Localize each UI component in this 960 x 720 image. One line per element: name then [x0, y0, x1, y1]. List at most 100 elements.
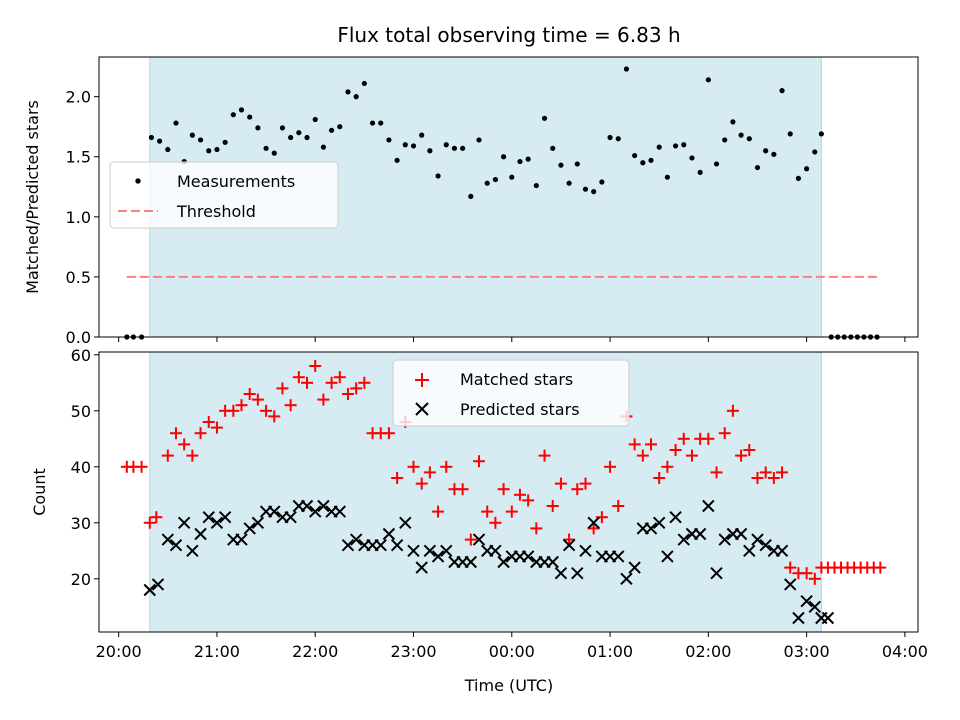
predicted-star-point: [300, 499, 314, 513]
measurement-point: [378, 120, 384, 126]
measurement-point: [361, 80, 367, 87]
x-tick-label: 20:00: [96, 642, 142, 661]
matched-star-point: [530, 522, 543, 535]
matched-star-point: [874, 561, 887, 574]
bottom-legend: Matched stars Predicted stars: [392, 359, 630, 427]
predicted-star-point: [210, 516, 224, 530]
matched-star-point: [358, 376, 371, 389]
predicted-star-point: [734, 527, 748, 541]
matched-star-point: [661, 460, 674, 473]
y-tick-label: 50: [71, 402, 91, 421]
measurement-point: [656, 144, 662, 150]
measurement-point: [165, 146, 171, 153]
measurement-point: [533, 182, 539, 189]
matched-star-point: [636, 449, 649, 462]
predicted-star-point: [554, 566, 568, 580]
measurement-point: [353, 94, 359, 100]
matched-star-point: [391, 472, 404, 484]
measurement-point: [247, 114, 253, 120]
measurement-points: [124, 66, 880, 340]
matched-star-point: [784, 561, 797, 574]
predicted-star-point: [202, 510, 215, 524]
matched-star-point: [513, 488, 526, 501]
measurement-point: [230, 112, 236, 118]
predicted-star-point: [489, 544, 502, 558]
measurement-point: [427, 148, 433, 154]
matched-star-point: [350, 382, 363, 395]
predicted-star-point: [177, 516, 191, 530]
matched-star-point: [284, 399, 297, 412]
predicted-star-point: [800, 594, 813, 608]
matched-star-point: [505, 505, 518, 518]
measurement-point: [157, 138, 163, 144]
predicted-star-point: [579, 544, 592, 558]
predicted-star-point: [186, 544, 199, 558]
matched-star-point: [677, 432, 690, 445]
measurement-point: [460, 145, 466, 151]
measurement-point: [640, 160, 646, 166]
predicted-star-point: [440, 544, 453, 558]
matched-star-point: [423, 466, 436, 479]
measurement-point: [541, 115, 548, 121]
measurement-point: [394, 157, 400, 163]
measurement-point: [517, 158, 523, 165]
predicted-star-point: [309, 505, 322, 518]
matched-star-point: [767, 472, 780, 484]
x-tick-label: 00:00: [489, 642, 535, 661]
predicted-star-point: [415, 561, 428, 574]
matched-star-point: [333, 371, 346, 384]
matched-star-point: [546, 500, 559, 512]
measurement-point: [206, 148, 212, 154]
matched-star-point: [235, 399, 248, 412]
y-tick-label: 20: [71, 570, 91, 589]
matched-star-point: [710, 466, 723, 479]
measurement-point: [574, 161, 580, 167]
matched-star-point: [718, 427, 731, 440]
measurement-point: [730, 119, 736, 125]
measurement-point: [664, 174, 670, 180]
predicted-star-point: [546, 555, 559, 569]
measurement-point: [451, 145, 458, 151]
y-tick-label: 30: [71, 514, 91, 533]
predicted-star-point: [218, 510, 232, 524]
predicted-star-point: [661, 550, 674, 563]
measurement-point: [214, 146, 220, 153]
measurement-point: [705, 77, 711, 83]
x-tick-label: 01:00: [587, 642, 633, 661]
measurement-point: [173, 120, 179, 126]
matched-star-point: [161, 449, 174, 462]
bottom-y-ticks: 20 30 40 50 60: [71, 346, 99, 589]
x-tick-label: 22:00: [292, 642, 338, 661]
measurement-point: [476, 137, 482, 143]
top-legend: Measurements Threshold: [109, 161, 339, 229]
matched-star-point: [292, 371, 305, 384]
matched-star-point: [251, 393, 264, 406]
predicted-star-point: [821, 611, 835, 625]
top-y-axis-label: Matched/Predicted stars: [23, 100, 42, 294]
predicted-star-point: [235, 533, 248, 546]
y-tick-label: 1.0: [66, 208, 91, 227]
top-axes-frame: [98, 56, 919, 338]
predicted-star-point: [571, 566, 584, 580]
matched-star-point: [653, 472, 666, 484]
measurement-point: [795, 175, 802, 181]
measurement-point: [722, 137, 728, 143]
matched-star-point: [227, 404, 240, 417]
measurement-point: [279, 125, 286, 131]
legend-matched-label: Matched stars: [460, 370, 573, 389]
bottom-x-ticks: 20:00 21:00 22:00 23:00 00:00 01:00 02:00 03:00…: [96, 632, 928, 661]
predicted-star-point: [718, 533, 731, 546]
measurement-point: [615, 136, 621, 142]
predicted-star-point: [407, 544, 420, 558]
measurement-point: [402, 142, 408, 148]
legend-predicted-marker: [415, 402, 429, 416]
x-tick-label: 23:00: [390, 642, 436, 661]
predicted-star-point: [390, 538, 404, 552]
measurement-point: [818, 131, 824, 137]
predicted-star-point: [792, 611, 805, 625]
measurement-point: [550, 145, 556, 151]
y-tick-label: 0.5: [66, 268, 91, 287]
matched-star-point: [143, 516, 156, 529]
predicted-star-point: [784, 578, 797, 591]
measurement-point: [369, 120, 376, 126]
